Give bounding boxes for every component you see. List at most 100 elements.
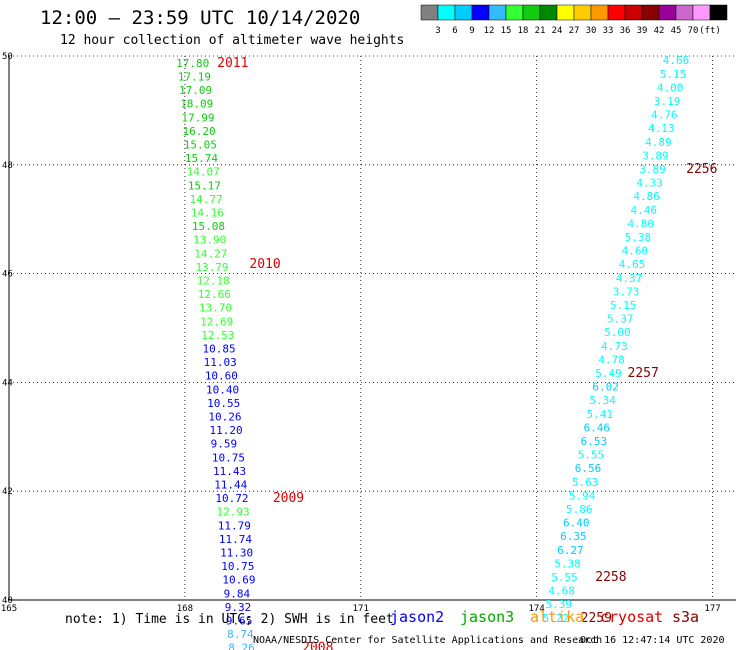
x-tick-label: 171 [353, 604, 369, 614]
wave-height-label: 5.86 [566, 503, 593, 516]
wave-height-label: 6.53 [581, 435, 608, 448]
pass-time-label: 2009 [273, 491, 304, 506]
y-tick-label: 42 [2, 487, 13, 497]
wave-height-label: 3.89 [642, 149, 669, 162]
wave-height-label: 5.38 [625, 231, 652, 244]
colorbar-label: 27 [569, 26, 580, 36]
colorbar-label: 21 [535, 26, 546, 36]
wave-height-label: 4.65 [619, 258, 646, 271]
wave-height-label: 13.70 [199, 302, 232, 315]
wave-height-label: 11.43 [213, 465, 246, 478]
pass-time-label: 2010 [249, 257, 280, 272]
x-tick-label: 165 [1, 604, 17, 614]
wave-height-label: 5.22 [543, 612, 570, 625]
wave-height-label: 4.76 [651, 109, 678, 122]
pass-time-label: 2008 [302, 641, 333, 650]
wave-height-label: 4.68 [548, 585, 575, 598]
wave-height-label: 4.73 [601, 340, 628, 353]
wave-height-label: 15.17 [188, 179, 221, 192]
wave-height-label: 9.84 [224, 587, 251, 600]
wave-height-label: 6.35 [560, 530, 587, 543]
wave-height-label: 4.89 [645, 136, 672, 149]
wave-height-label: 3.19 [654, 95, 681, 108]
wave-height-label: 5.15 [610, 299, 637, 312]
y-tick-label: 40 [2, 596, 13, 606]
wave-height-label: 5.55 [578, 449, 605, 462]
wave-height-label: 11.79 [218, 519, 251, 532]
legend-entry-jason3: jason3 [460, 608, 515, 626]
wave-height-label: 10.72 [215, 492, 248, 505]
wave-height-label: 4.80 [628, 217, 655, 230]
colorbar-label: 36 [620, 26, 631, 36]
wave-height-label: 10.40 [206, 383, 239, 396]
wave-height-label: 5.39 [545, 598, 572, 611]
wave-height-label: 13.90 [193, 234, 226, 247]
wave-height-label: 5.00 [604, 326, 631, 339]
y-tick-label: 44 [2, 378, 13, 388]
x-tick-label: 174 [529, 604, 545, 614]
colorbar-label: 33 [603, 26, 614, 36]
wave-height-label: 12.93 [217, 506, 250, 519]
pass-time-label: 2257 [628, 366, 659, 381]
wave-height-label: 15.08 [192, 220, 225, 233]
colorbar-label: 18 [518, 26, 529, 36]
wave-height-label: 8.74 [227, 628, 254, 641]
wave-height-label: 4.86 [633, 190, 660, 203]
wave-height-label: 4.60 [622, 245, 649, 258]
colorbar-label: 6 [452, 26, 457, 36]
wave-height-label: 6.27 [557, 544, 584, 557]
wave-height-label: 9.32 [225, 601, 252, 614]
colorbar-label: 24 [552, 26, 563, 36]
wave-height-label: 15.74 [185, 152, 218, 165]
wave-height-label: 5.38 [554, 557, 581, 570]
wave-height-label: 8.26 [228, 642, 255, 650]
pass-time-label: 2011 [217, 56, 248, 71]
colorbar-label: (ft) [699, 26, 721, 36]
wave-height-label: 17.99 [181, 111, 214, 124]
pass-time-label: 2259 [581, 611, 612, 626]
wave-height-label: 14.16 [191, 206, 224, 219]
wave-height-label: 5.41 [586, 408, 613, 421]
x-tick-label: 168 [177, 604, 193, 614]
legend-entry-s3a: s3a [672, 608, 700, 626]
wave-height-label: 5.15 [660, 68, 687, 81]
wave-height-label: 10.55 [207, 397, 240, 410]
wave-height-label: 5.94 [569, 489, 596, 502]
color-scale-legend: 3 6 9 12 15 18 21 24 27 30 33 36 39 42 45 70 (ft) [420, 4, 728, 36]
colorbar-label: 30 [586, 26, 597, 36]
wave-height-label: 18.09 [180, 98, 213, 111]
wave-height-label: 10.75 [212, 451, 245, 464]
pass-time-label: 2258 [595, 570, 626, 585]
wave-height-label: 6.46 [584, 421, 611, 434]
wave-height-label: 5.63 [572, 476, 599, 489]
wave-height-label: 6.02 [592, 381, 619, 394]
generation-timestamp: Oct 16 12:47:14 UTC 2020 [580, 635, 725, 646]
wave-height-label: 17.80 [176, 57, 209, 70]
wave-height-label: 17.09 [179, 84, 212, 97]
wave-height-label: 11.30 [220, 546, 253, 559]
x-tick-label: 177 [704, 604, 720, 614]
wave-height-label: 4.13 [648, 122, 675, 135]
wave-height-label: 5.34 [589, 394, 616, 407]
wave-height-label: 16.20 [183, 125, 216, 138]
y-tick-label: 46 [2, 270, 13, 280]
legend-entry-cryosat: cryosat [600, 608, 664, 626]
wave-height-label: 9.65 [226, 614, 253, 627]
footnote: note: 1) Time is in UTC; 2) SWH is in fe… [65, 612, 394, 627]
legend-entry-altika: altika [530, 608, 585, 626]
wave-height-label: 4.37 [616, 272, 643, 285]
wave-height-label: 14.77 [190, 193, 223, 206]
wave-height-label: 12.53 [201, 329, 234, 342]
wave-height-label: 6.56 [575, 462, 602, 475]
colorbar-swatch [709, 4, 728, 21]
colorbar-label: 42 [654, 26, 665, 36]
colorbar-label: 45 [671, 26, 682, 36]
wave-height-label: 10.60 [205, 370, 238, 383]
colorbar-label: 70 [688, 26, 699, 36]
wave-height-label: 9.59 [211, 438, 238, 451]
figure-subtitle: 12 hour collection of altimeter wave hei… [60, 33, 405, 48]
wave-height-label: 12.66 [198, 288, 231, 301]
wave-height-label: 11.74 [219, 533, 252, 546]
wave-height-label: 6.40 [563, 517, 590, 530]
